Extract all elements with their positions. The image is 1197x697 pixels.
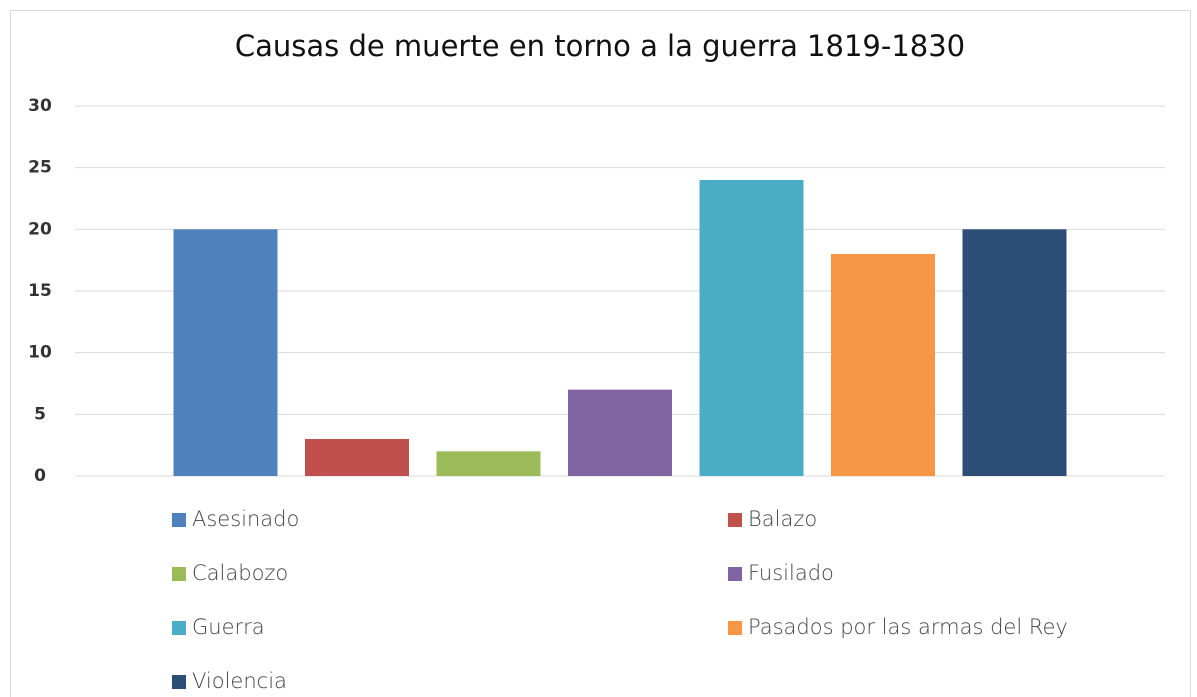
bar xyxy=(831,254,935,476)
y-tick-label: 5 xyxy=(34,404,46,424)
legend-label: Fusilado xyxy=(748,561,834,585)
legend-swatch xyxy=(172,621,186,635)
legend-swatch xyxy=(172,567,186,581)
legend-swatch xyxy=(728,621,742,635)
bar xyxy=(436,451,541,476)
y-tick-label: 25 xyxy=(28,158,52,178)
y-tick-label: 15 xyxy=(28,281,52,301)
legend-swatch xyxy=(172,513,186,527)
legend-label: Calabozo xyxy=(192,561,288,585)
legend-label: Violencia xyxy=(192,669,287,693)
bar xyxy=(173,229,278,476)
chart-title: Causas de muerte en torno a la guerra 18… xyxy=(235,29,965,63)
bar xyxy=(699,180,804,476)
legend-swatch xyxy=(172,675,186,689)
legend-swatch xyxy=(728,513,742,527)
legend-label: Pasados por las armas del Rey xyxy=(748,615,1068,639)
y-tick-label: 20 xyxy=(28,219,52,239)
legend-label: Guerra xyxy=(192,615,265,639)
legend-label: Balazo xyxy=(748,507,817,531)
legend-label: Asesinado xyxy=(192,507,299,531)
bar xyxy=(305,439,409,476)
bar xyxy=(962,229,1067,476)
y-tick-label: 0 xyxy=(34,466,46,486)
legend-swatch xyxy=(728,567,742,581)
y-tick-label: 10 xyxy=(28,343,52,363)
bar xyxy=(568,389,672,476)
y-tick-label: 30 xyxy=(28,96,52,116)
